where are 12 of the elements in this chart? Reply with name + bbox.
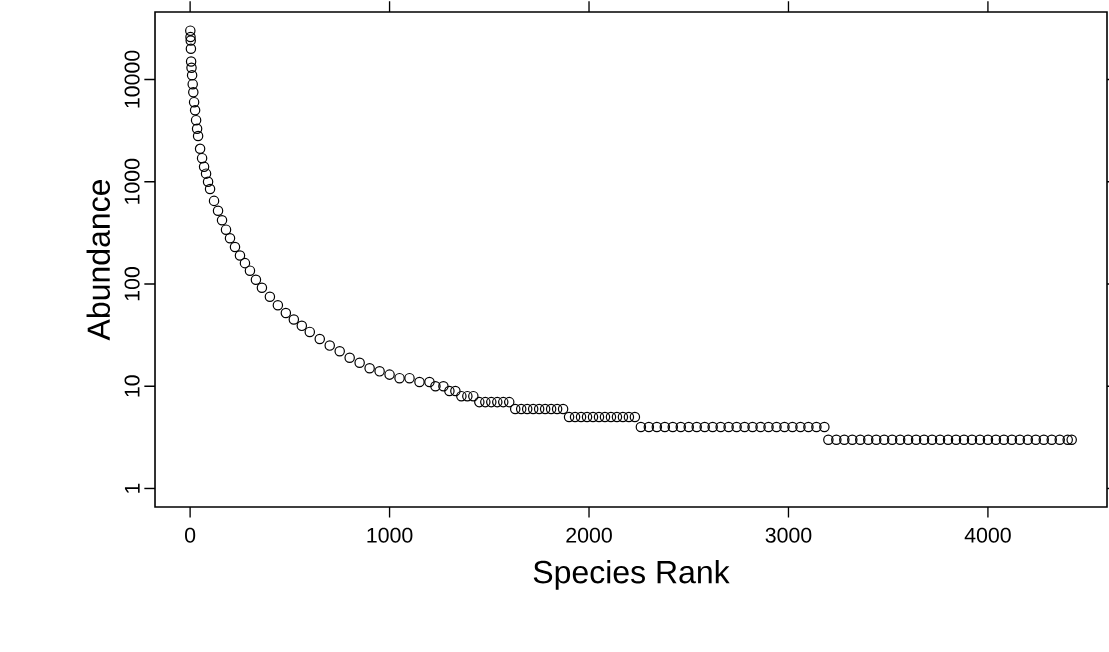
x-tick-label: 3000	[765, 527, 812, 543]
x-tick-label: 2000	[566, 527, 612, 543]
y-tick-label: 10000	[124, 50, 140, 108]
x-tick-label: 0	[185, 527, 196, 543]
y-tick-label: 1	[124, 483, 140, 493]
x-axis-title: Species Rank	[533, 559, 730, 590]
y-tick-label: 100	[124, 267, 140, 301]
x-tick-label: 1000	[367, 527, 413, 543]
y-tick-label: 10	[124, 375, 140, 397]
y-tick-label: 1000	[124, 158, 140, 204]
y-axis-title: Abundance	[86, 179, 111, 341]
x-tick-label: 4000	[964, 527, 1011, 543]
